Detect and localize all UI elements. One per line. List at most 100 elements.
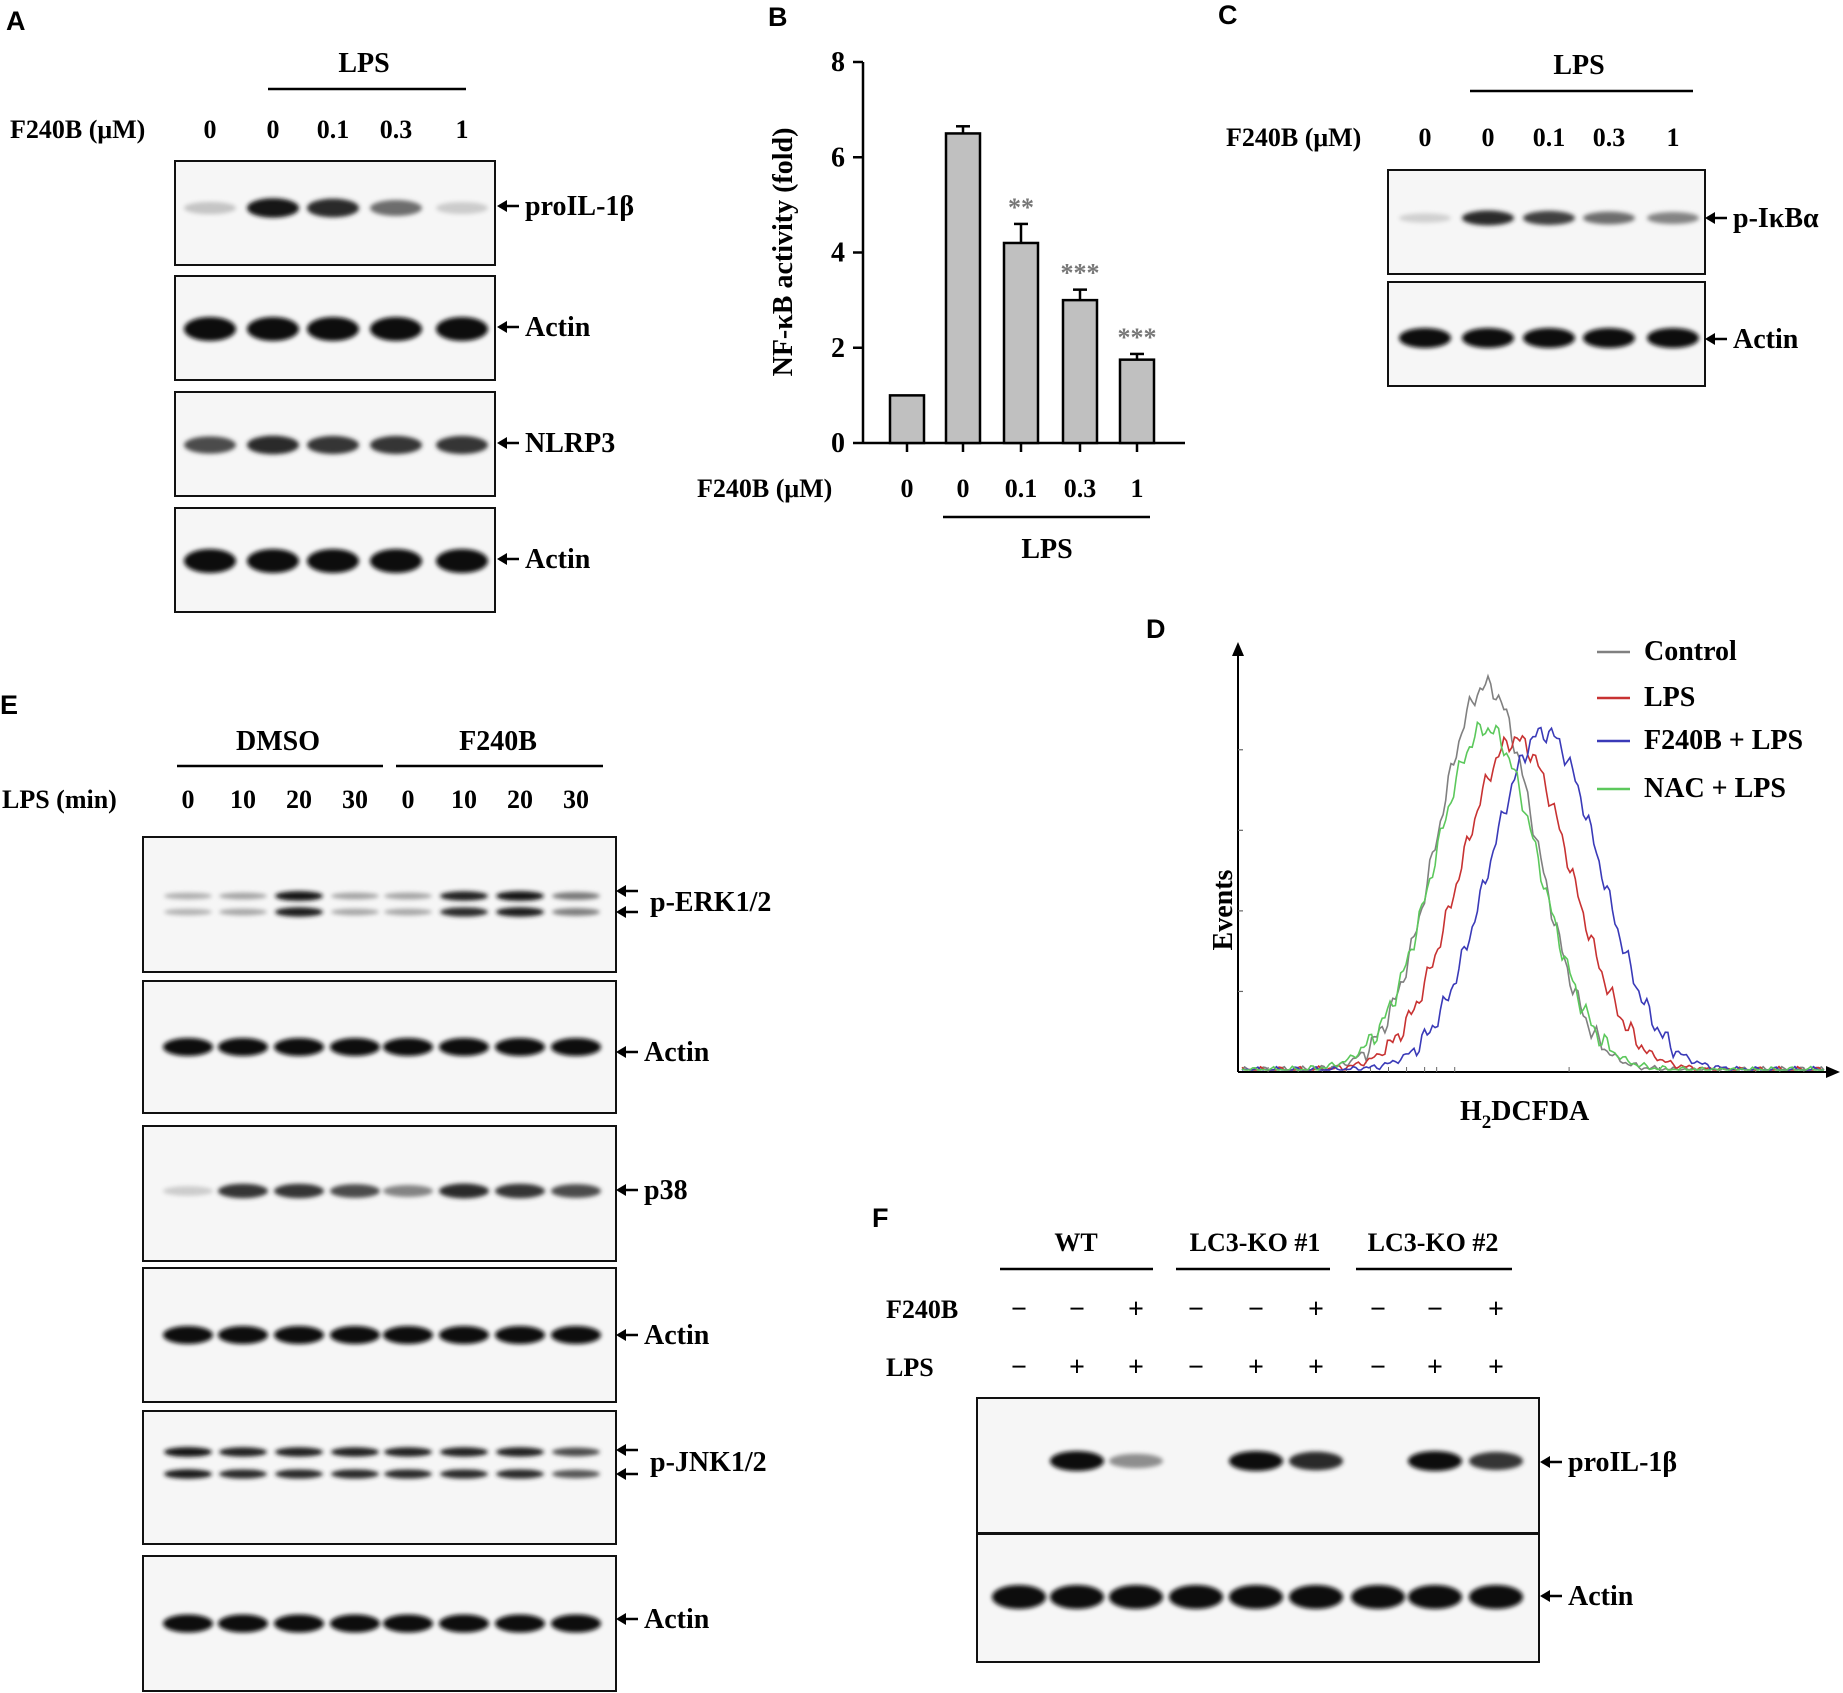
band	[330, 1614, 380, 1633]
time-label: 20	[286, 785, 312, 814]
band	[164, 892, 212, 900]
band	[331, 1469, 379, 1479]
dose-label: 0	[204, 115, 217, 144]
band	[164, 1447, 212, 1457]
band	[247, 435, 299, 455]
band	[436, 435, 488, 455]
band	[496, 1447, 544, 1457]
time-label: 30	[342, 785, 368, 814]
blot-label-3: Actin	[497, 544, 591, 575]
blot-2	[142, 1125, 617, 1262]
blot-label-2: NLRP3	[497, 428, 615, 459]
blot-label-0: proIL-1β	[1540, 1447, 1677, 1478]
arrow-head-icon	[1705, 333, 1715, 345]
band	[551, 1614, 601, 1633]
band	[1289, 1451, 1343, 1471]
band	[164, 1469, 212, 1479]
f240b-sign: −	[1248, 1294, 1264, 1325]
blot-0	[1387, 169, 1706, 275]
legend-label: LPS	[1644, 682, 1695, 713]
band-label: Actin	[644, 1604, 710, 1635]
band	[1399, 213, 1451, 223]
dose-label: 0	[267, 115, 280, 144]
band-label: Actin	[525, 544, 591, 575]
panel-e-group-dmso: DMSO	[236, 726, 320, 757]
band	[1408, 1451, 1462, 1471]
arrow-head-icon	[616, 1184, 626, 1196]
band	[184, 201, 236, 215]
band-label: Actin	[644, 1037, 710, 1068]
arrow-head-icon	[616, 885, 626, 897]
band	[218, 1038, 268, 1056]
band	[275, 1447, 323, 1457]
band	[163, 1186, 213, 1196]
group-label: WT	[1054, 1228, 1097, 1257]
band	[1647, 211, 1699, 225]
time-label: 10	[230, 785, 256, 814]
band	[495, 1614, 545, 1633]
blot-frame	[142, 1125, 617, 1262]
group-label: LC3-KO #2	[1368, 1228, 1499, 1257]
panel-c-dose-labels: 0 0 0.1 0.3 1	[1419, 123, 1680, 152]
f240b-sign: −	[1069, 1294, 1085, 1325]
arrow-upper	[616, 885, 638, 897]
panel-e-time-row-label: LPS (min)	[2, 785, 117, 814]
panel-c-dose-row-label: F240B (μM)	[1226, 123, 1361, 152]
significance-marker: **	[1008, 193, 1034, 222]
panel-f-sign-matrix: − − + − − + − − + − + + − + + − + +	[1011, 1294, 1504, 1383]
blot-3	[174, 507, 496, 613]
blot-0	[976, 1397, 1540, 1534]
panel-f-f240b-row-label: F240B	[886, 1295, 958, 1324]
f240b-sign: −	[1011, 1294, 1027, 1325]
band	[184, 549, 236, 573]
blot-label-3: Actin	[616, 1320, 710, 1351]
band	[436, 201, 488, 215]
f240b-sign: −	[1370, 1294, 1386, 1325]
band	[331, 892, 379, 900]
dose-label: 1	[456, 115, 469, 144]
band	[495, 1183, 545, 1199]
band	[1408, 1585, 1462, 1609]
y-tick-label: 2	[831, 333, 845, 364]
panel-d-letter: D	[1146, 614, 1166, 644]
band	[436, 317, 488, 341]
panel-a-letter: A	[6, 6, 26, 36]
band	[495, 1038, 545, 1056]
dose-label: 0.3	[380, 115, 413, 144]
f240b-sign: +	[1488, 1294, 1504, 1325]
band	[330, 1184, 380, 1198]
band	[1229, 1451, 1283, 1471]
band	[163, 1038, 213, 1056]
blot-5	[142, 1555, 617, 1692]
band-label: Actin	[1733, 324, 1799, 355]
arrow-upper	[616, 1444, 638, 1456]
band	[275, 1469, 323, 1479]
band	[439, 1038, 489, 1056]
band	[496, 1469, 544, 1479]
panel-c-blots: p-IκBα Actin	[1387, 169, 1819, 387]
lps-sign: +	[1248, 1352, 1264, 1383]
band	[307, 317, 359, 341]
flow-histogram: Control LPS F240B + LPS NAC + LPS	[1232, 636, 1840, 1078]
lps-sign: −	[1188, 1352, 1204, 1383]
band	[383, 1184, 433, 1198]
blot-label-0: proIL-1β	[497, 191, 634, 222]
arrow-head-icon	[616, 1613, 626, 1625]
band	[218, 1326, 268, 1344]
blot-2	[174, 391, 496, 497]
nfkb-bar-chart: 0 2 4 6 8 0 0 ** 0.1 *** 0.3 *** 1 NF-κB activity (fo…	[768, 47, 1185, 503]
panel-c: C LPS F240B (μM) 0 0 0.1 0.3 1 p-IκBα Actin	[1218, 0, 1819, 387]
bar	[1061, 298, 1099, 445]
legend-entry: LPS	[1597, 682, 1695, 713]
band	[439, 1614, 489, 1633]
time-label: 30	[563, 785, 589, 814]
histogram-series-2	[1241, 726, 1825, 1071]
band	[307, 435, 359, 455]
band	[552, 908, 600, 916]
band	[552, 1469, 600, 1479]
lps-sign: +	[1128, 1352, 1144, 1383]
arrow-lower	[616, 1468, 638, 1480]
dose-label: 0.1	[317, 115, 350, 144]
band	[1351, 1585, 1405, 1609]
y-axis-arrow-icon	[1232, 642, 1244, 656]
